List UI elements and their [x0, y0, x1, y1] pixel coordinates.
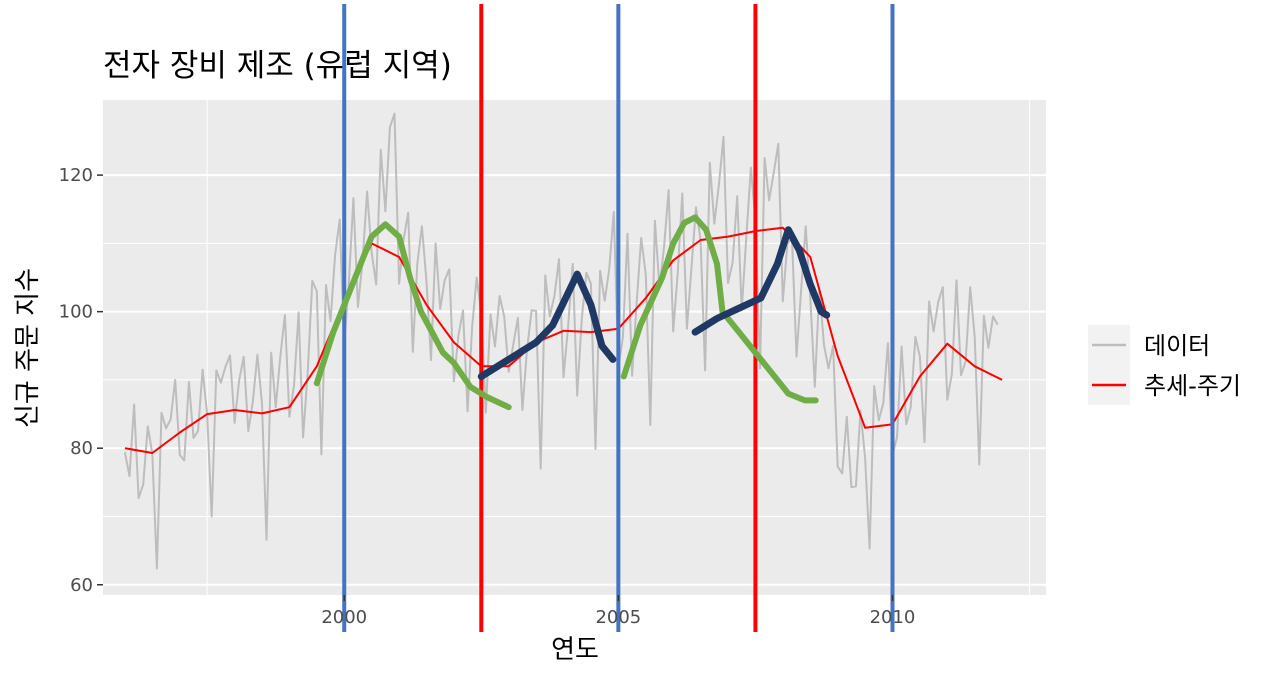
annotation-curve-green	[313, 221, 512, 411]
y-tick-label: 60	[70, 575, 93, 596]
overlay-annotations	[313, 4, 895, 632]
legend-label: 추세-주기	[1144, 372, 1241, 400]
annotation-curve-green	[620, 214, 819, 404]
y-axis-title: 신규 주문 지수	[13, 268, 43, 428]
axes: 60 80 100 120 2000 2005 2010	[59, 165, 916, 628]
y-tick-label: 80	[70, 438, 93, 459]
x-tick-label: 2005	[595, 607, 641, 628]
series-line-data	[123, 112, 999, 570]
plot-panel	[103, 100, 1046, 595]
x-tick-label: 2010	[870, 607, 916, 628]
x-axis-title: 연도	[551, 635, 599, 665]
y-tick-label: 120	[59, 165, 93, 186]
series-layer	[123, 112, 1003, 570]
series-line-trend-cycle	[124, 226, 1003, 454]
annotation-curve-navy	[477, 270, 617, 380]
chart-title: 전자 장비 제조 (유럽 지역)	[103, 48, 452, 84]
annotation-curve-navy	[691, 226, 831, 336]
y-tick-label: 100	[59, 302, 93, 323]
legend-label: 데이터	[1144, 332, 1210, 360]
x-tick-label: 2000	[321, 607, 367, 628]
